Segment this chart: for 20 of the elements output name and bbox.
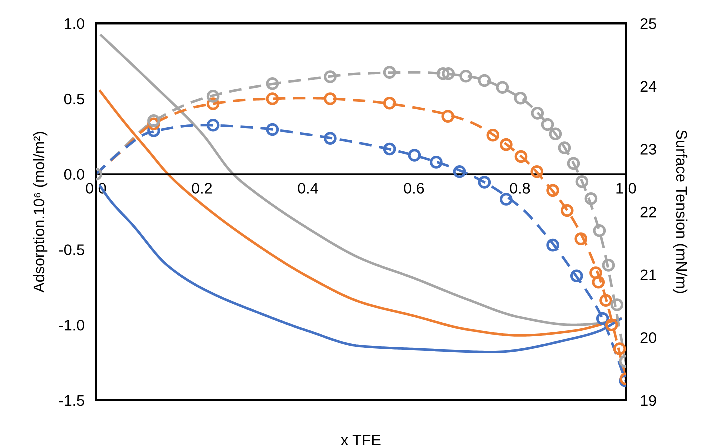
y2-axis-title: Surface Tension (mN/m) xyxy=(673,130,688,294)
x-tick-label: 0.8 xyxy=(510,183,530,194)
x-axis-title: x TFE xyxy=(341,434,381,445)
y2-tick-label: 22 xyxy=(640,206,656,218)
y-tick-label: -1.5 xyxy=(59,396,84,406)
x-tick-label: 0.2 xyxy=(192,183,212,194)
y2-tick-label: 24 xyxy=(640,81,657,92)
y-axis-title: Adsorption.10⁶ (mol/m²) xyxy=(33,132,48,293)
y-tick-label: -1.0 xyxy=(59,320,84,331)
y-tick-label: 0.0 xyxy=(64,169,84,180)
y-tick-label: -0.5 xyxy=(59,244,84,256)
y2-tick-label: 23 xyxy=(640,144,656,155)
y-tick-label: 1.0 xyxy=(64,18,84,30)
y2-tick-label: 25 xyxy=(640,18,656,30)
x-tick-label: 0.6 xyxy=(404,183,424,194)
y-tick-label: 0.5 xyxy=(64,94,84,105)
y2-tick-label: 20 xyxy=(640,332,656,344)
x-tick-label: 0.4 xyxy=(298,183,318,194)
y2-tick-label: 21 xyxy=(640,270,656,280)
y2-tick-label: 19 xyxy=(641,395,656,406)
